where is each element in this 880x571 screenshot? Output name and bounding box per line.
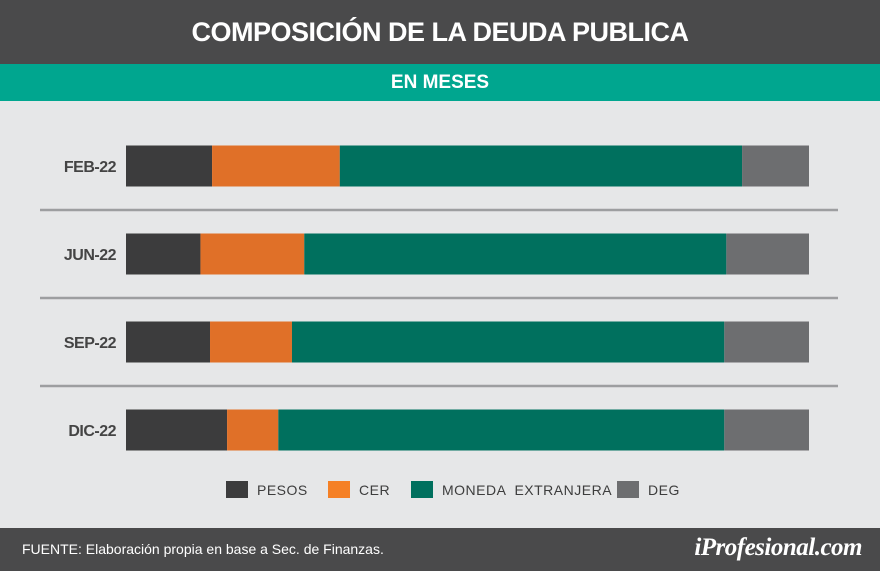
bar-segment	[724, 409, 809, 451]
bar-segment	[227, 409, 279, 451]
legend-swatch	[226, 481, 248, 498]
legend-label: PESOS	[257, 481, 308, 498]
legend-item: PESOS	[226, 481, 308, 498]
legend-swatch	[328, 481, 350, 498]
bar-segment	[724, 321, 809, 363]
bar-segment	[339, 145, 743, 187]
bar-segment	[126, 145, 213, 187]
legend-label: DEG	[648, 481, 680, 498]
bar-segment	[726, 233, 809, 275]
category-label: DIC-22	[68, 423, 116, 440]
legend-label: MONEDA EXTRANJERA	[442, 481, 613, 498]
source-note: FUENTE: Elaboración propia en base a Sec…	[22, 541, 384, 557]
bar-segment	[278, 409, 725, 451]
legend-swatch	[617, 481, 639, 498]
bar-segment	[126, 409, 228, 451]
bar-segment	[200, 233, 305, 275]
footer-bar: FUENTE: Elaboración propia en base a Sec…	[0, 528, 880, 571]
category-label: JUN-22	[64, 247, 117, 264]
bar-segment	[126, 233, 201, 275]
chart-title: COMPOSICIÓN DE LA DEUDA PUBLICA	[191, 16, 689, 47]
legend-swatch	[411, 481, 433, 498]
bar-segment	[210, 321, 292, 363]
legend-item: MONEDA EXTRANJERA	[411, 481, 612, 498]
bar-segment	[304, 233, 727, 275]
bar-segment	[742, 145, 809, 187]
subheader-bar: EN MESES	[0, 64, 880, 101]
chart-legend: PESOS CER MONEDA EXTRANJERA DEG	[0, 481, 880, 503]
category-label: FEB-22	[64, 159, 117, 176]
bar-segment	[291, 321, 725, 363]
chart-subtitle: EN MESES	[390, 71, 490, 93]
brand-logo: iProfesional.com	[694, 534, 862, 561]
bar-segment	[126, 321, 211, 363]
legend-item: DEG	[617, 481, 680, 498]
bar-segment	[212, 145, 340, 187]
chart-area: FEB-22 JUN-22 SEP-22 DIC-22 PESOS CER MONEDA …	[0, 101, 880, 528]
legend-label: CER	[359, 481, 391, 498]
legend-item: CER	[328, 481, 390, 498]
category-label: SEP-22	[64, 335, 117, 352]
stacked-bar-chart: FEB-22 JUN-22 SEP-22 DIC-22	[40, 145, 838, 451]
header-bar: COMPOSICIÓN DE LA DEUDA PUBLICA	[0, 0, 880, 64]
